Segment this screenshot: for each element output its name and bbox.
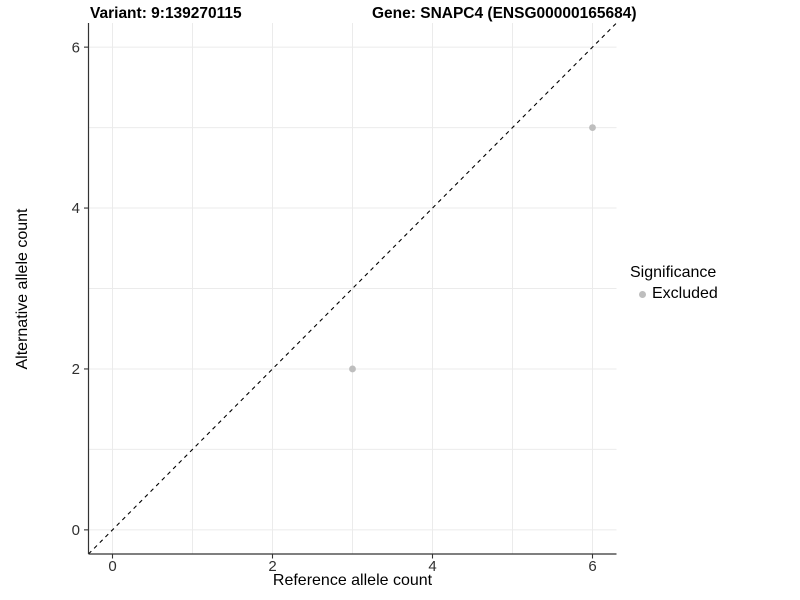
plot-title-variant: Variant: 9:139270115: [90, 5, 242, 22]
legend: Significance Excluded: [630, 264, 718, 303]
x-tick-label: 4: [428, 558, 436, 575]
data-point: [589, 124, 596, 131]
x-axis-label: Reference allele count: [272, 572, 433, 589]
y-tick-label: 6: [72, 39, 80, 56]
data-point: [349, 365, 356, 373]
legend-item-excluded: Excluded: [630, 285, 718, 303]
legend-title: Significance: [630, 264, 717, 281]
x-tick-label: 6: [588, 558, 596, 575]
y-tick-label: 4: [72, 200, 80, 217]
x-tick-label: 0: [108, 558, 116, 575]
y-tick-label: 2: [72, 361, 80, 378]
x-tick-label: 2: [268, 558, 276, 575]
plot-title-gene: Gene: SNAPC4 (ENSG00000165684): [372, 5, 637, 22]
legend-point-icon: [639, 290, 646, 298]
identity-line: [88, 22, 617, 555]
y-axis-label: Alternative allele count: [14, 208, 31, 370]
legend-item-label: Excluded: [652, 285, 718, 302]
y-tick-label: 0: [72, 522, 80, 539]
